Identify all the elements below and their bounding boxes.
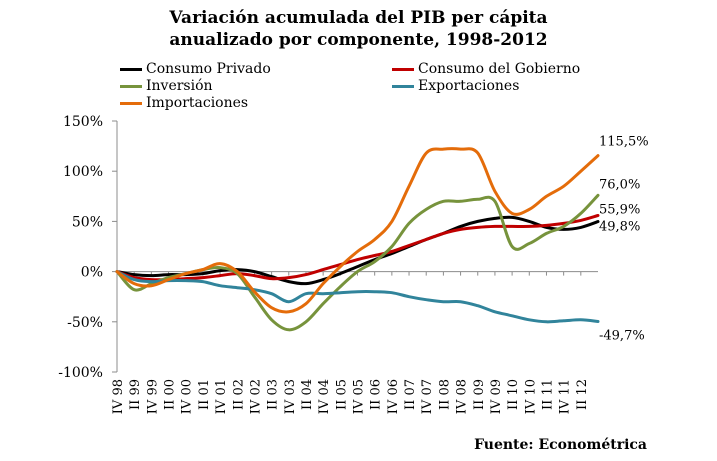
legend-label-consumo-del-gobierno: Consumo del Gobierno — [418, 61, 581, 77]
x-tick-label: II 06 — [369, 379, 384, 410]
legend-swatch-inversion — [120, 84, 142, 88]
y-tick-label: 0% — [81, 265, 103, 281]
x-tick-label: II 05 — [334, 379, 349, 410]
x-tick-label: IV 03 — [283, 379, 298, 414]
y-tick-label: 150% — [63, 114, 103, 130]
x-tick-label: II 01 — [197, 379, 212, 410]
series-line-consumo-privado — [115, 215, 600, 286]
end-label-exportaciones: -49,7% — [599, 328, 645, 343]
x-tick-label: IV 07 — [420, 379, 435, 414]
x-tick-label: II 04 — [300, 379, 315, 410]
x-tick-label: IV 02 — [248, 379, 263, 414]
series-line-importaciones — [115, 147, 600, 314]
legend-label-importaciones: Importaciones — [146, 95, 249, 111]
legend-item-importaciones: Importaciones — [120, 95, 248, 111]
x-tick-label: II 02 — [231, 379, 246, 410]
y-tick-label: 100% — [63, 164, 103, 180]
legend-label-consumo-privado: Consumo Privado — [146, 61, 271, 77]
y-tick-label: 50% — [72, 214, 103, 230]
y-tick-label: -50% — [67, 315, 103, 331]
series-line-inversion — [115, 193, 600, 332]
x-tick-label: II 03 — [266, 379, 281, 410]
x-tick-label: II 07 — [403, 379, 418, 410]
x-tick-label: IV 98 — [111, 379, 126, 414]
legend-label-inversion: Inversión — [146, 78, 213, 94]
x-tick-label: IV 08 — [455, 379, 470, 414]
chart-subtitle: anualizado por componente, 1998-2012 — [169, 30, 548, 50]
x-tick-label: II 10 — [506, 379, 521, 410]
y-tick-label: -100% — [58, 365, 103, 381]
legend-item-consumo-del-gobierno: Consumo del Gobierno — [392, 61, 580, 77]
x-tick-label: IV 00 — [180, 379, 195, 414]
series-line-consumo-del-gobierno — [115, 214, 600, 282]
legend-item-consumo-privado: Consumo Privado — [120, 61, 271, 77]
x-tick-label: IV 06 — [386, 379, 401, 414]
x-tick-label: IV 01 — [214, 379, 229, 414]
series-line-exportaciones — [115, 270, 600, 324]
x-tick-label: IV 09 — [489, 379, 504, 414]
x-tick-label: IV 04 — [317, 379, 332, 414]
end-label-consumo-del-gobierno: 55,9% — [599, 202, 640, 217]
x-tick-label: II 12 — [575, 379, 590, 410]
end-label-importaciones: 115,5% — [599, 135, 649, 150]
end-label-consumo-privado: 49,8% — [599, 220, 640, 235]
end-label-inversion: 76,0% — [599, 177, 640, 192]
legend-swatch-importaciones — [120, 101, 142, 105]
x-tick-label: II 08 — [437, 379, 452, 410]
x-tick-label: II 00 — [163, 379, 178, 410]
legend-item-inversion: Inversión — [120, 78, 213, 94]
x-tick-label: IV 05 — [352, 379, 367, 414]
x-tick-label: IV 10 — [523, 379, 538, 414]
legend-swatch-consumo-privado — [120, 67, 142, 71]
x-tick-label: IV 99 — [145, 379, 160, 414]
x-tick-label: IV 11 — [558, 379, 573, 414]
legend-item-exportaciones: Exportaciones — [392, 78, 519, 94]
source-note: Fuente: Econométrica — [474, 437, 647, 453]
x-tick-label: II 11 — [540, 379, 555, 410]
x-tick-label: II 99 — [128, 379, 143, 410]
legend-swatch-consumo-del-gobierno — [392, 67, 414, 71]
chart-title: Variación acumulada del PIB per cápita — [169, 8, 548, 28]
legend-swatch-exportaciones — [392, 84, 414, 88]
legend-label-exportaciones: Exportaciones — [418, 78, 520, 94]
x-tick-label: II 09 — [472, 379, 487, 410]
